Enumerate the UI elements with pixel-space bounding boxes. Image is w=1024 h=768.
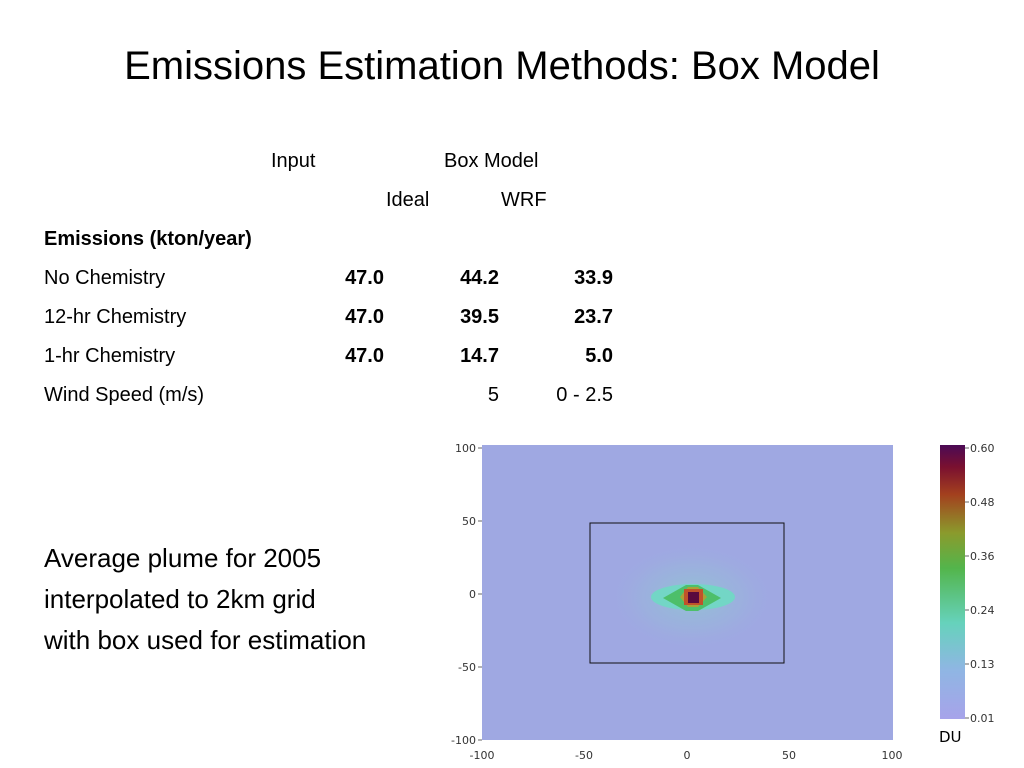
caption-line: interpolated to 2km grid xyxy=(44,584,316,614)
header-box-model: Box Model xyxy=(444,150,539,172)
colorbar-unit: DU xyxy=(939,728,962,746)
y-tick-label: 0 xyxy=(469,588,476,601)
colorbar-tick-label: 0.60 xyxy=(970,442,995,455)
row-ideal-value: 44.2 xyxy=(460,267,499,289)
plume-map: 100 50 0 -50 -100 -100 -50 0 50 100 0.60… xyxy=(451,442,995,762)
row-wrf-value: 23.7 xyxy=(574,306,613,328)
slide-title: Emissions Estimation Methods: Box Model xyxy=(124,44,880,88)
colorbar-tick-label: 0.13 xyxy=(970,658,995,671)
x-tick-label: -100 xyxy=(470,749,495,762)
x-tick-label: 100 xyxy=(882,749,903,762)
y-axis: 100 50 0 -50 -100 xyxy=(451,442,482,747)
wind-speed-label: Wind Speed (m/s) xyxy=(44,384,205,406)
row-wrf-value: 5.0 xyxy=(585,345,613,367)
y-tick-label: -100 xyxy=(451,734,476,747)
colorbar-tick-label: 0.24 xyxy=(970,604,995,617)
x-tick-label: 0 xyxy=(684,749,691,762)
y-tick-label: -50 xyxy=(458,661,476,674)
colorbar-tick-label: 0.48 xyxy=(970,496,995,509)
wind-speed-wrf: 0 - 2.5 xyxy=(556,384,613,406)
colorbar-gradient xyxy=(940,445,965,719)
x-tick-label: -50 xyxy=(575,749,593,762)
section-label: Emissions (kton/year) xyxy=(44,228,252,250)
header-wrf: WRF xyxy=(501,189,547,211)
colorbar-tick-label: 0.01 xyxy=(970,712,995,725)
row-input-value: 47.0 xyxy=(345,306,384,328)
colorbar-tick-label: 0.36 xyxy=(970,550,995,563)
y-tick-label: 50 xyxy=(462,515,476,528)
caption-line: with box used for estimation xyxy=(44,625,367,655)
row-wrf-value: 33.9 xyxy=(574,267,613,289)
wind-speed-ideal: 5 xyxy=(487,384,499,406)
row-ideal-value: 39.5 xyxy=(460,306,499,328)
row-label: No Chemistry xyxy=(44,267,166,289)
x-tick-label: 50 xyxy=(782,749,796,762)
header-ideal: Ideal xyxy=(386,189,430,211)
estimation-box xyxy=(589,522,785,664)
row-ideal-value: 14.7 xyxy=(460,345,499,367)
plume-core-max xyxy=(688,592,699,603)
x-axis: -100 -50 0 50 100 xyxy=(470,749,903,762)
row-input-value: 47.0 xyxy=(345,345,384,367)
colorbar: 0.60 0.48 0.36 0.24 0.13 0.01 DU xyxy=(939,442,995,746)
plume-caption: Average plume for 2005 interpolated to 2… xyxy=(44,538,464,661)
row-label: 12-hr Chemistry xyxy=(44,306,187,328)
y-tick-label: 100 xyxy=(455,442,476,455)
row-label: 1-hr Chemistry xyxy=(44,345,176,367)
header-input: Input xyxy=(271,150,316,172)
caption-line: Average plume for 2005 xyxy=(44,543,322,573)
row-input-value: 47.0 xyxy=(345,267,384,289)
